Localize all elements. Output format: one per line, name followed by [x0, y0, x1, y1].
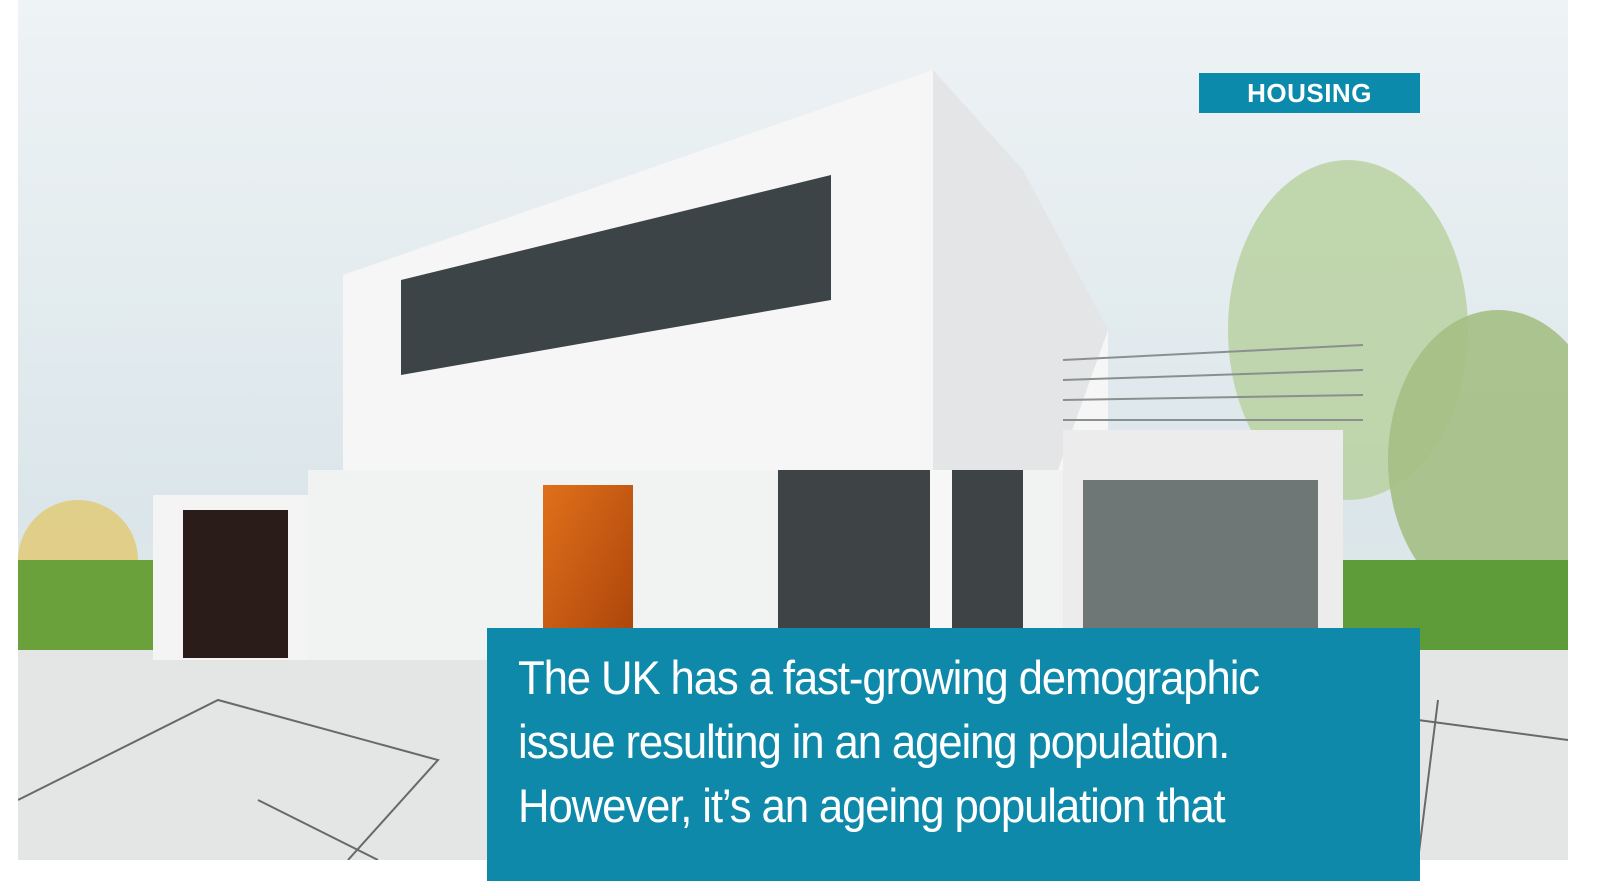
intro-line: However, it’s an ageing population that	[518, 778, 1225, 833]
page: HOUSING The UK has a fast-growing demogr…	[0, 0, 1607, 881]
section-tag: HOUSING	[1199, 73, 1420, 113]
intro-line: The UK has a fast-growing demographic	[518, 650, 1259, 705]
intro-line: issue resulting in an ageing population.	[518, 714, 1229, 769]
intro-box: The UK has a fast-growing demographic iss…	[487, 628, 1420, 881]
